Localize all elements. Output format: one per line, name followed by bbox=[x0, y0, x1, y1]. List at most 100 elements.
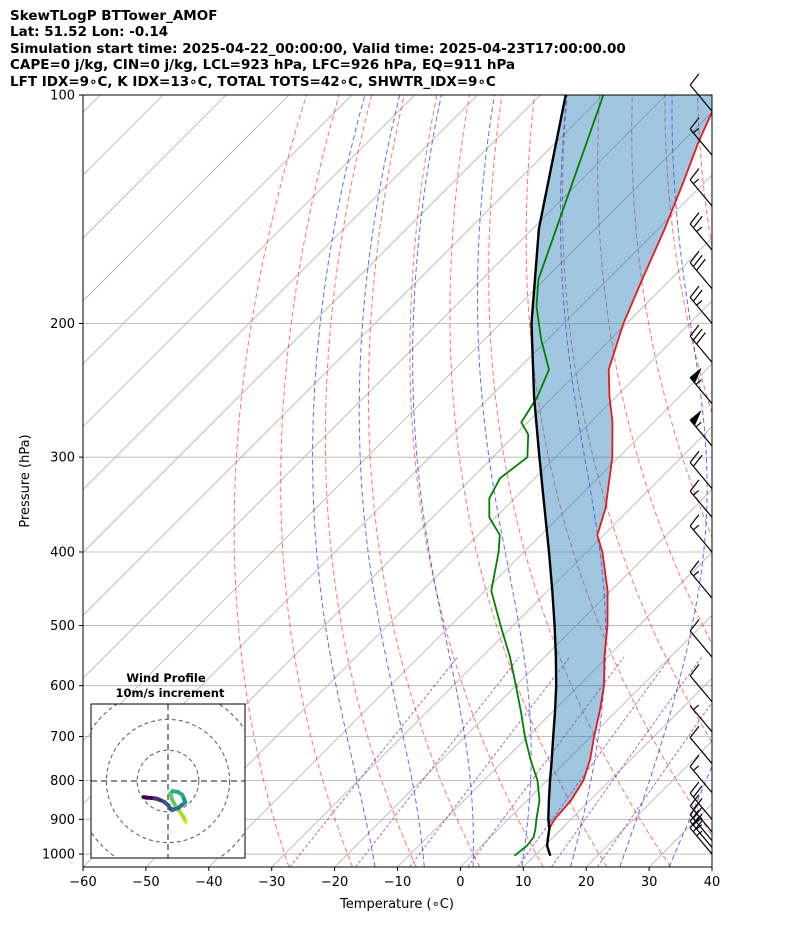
wind-barb-staff bbox=[689, 297, 713, 324]
wind-barb-full bbox=[689, 794, 700, 807]
dewpoint-line bbox=[488, 95, 605, 857]
wind-barb-staff bbox=[689, 571, 713, 599]
isotherm-line bbox=[83, 95, 478, 491]
y-tick-label: 100 bbox=[50, 89, 75, 104]
wind-barb-full bbox=[689, 664, 700, 677]
y-tick-label: 400 bbox=[50, 546, 75, 561]
x-axis-label: Temperature (∘C) bbox=[339, 897, 454, 912]
wind-barb-full bbox=[689, 117, 700, 130]
moist-adiabat bbox=[477, 95, 532, 867]
wind-barb bbox=[689, 117, 713, 156]
wind-barb-flag bbox=[689, 410, 702, 427]
wind-barb-staff bbox=[689, 84, 713, 112]
isotherm-line bbox=[83, 95, 541, 554]
wind-barb-full bbox=[689, 285, 700, 298]
wind-barb bbox=[689, 251, 713, 290]
wind-barb-half bbox=[692, 570, 700, 577]
wind-barb-full bbox=[689, 560, 700, 573]
wind-barb-full bbox=[689, 73, 700, 86]
wind-barb-full bbox=[692, 328, 703, 341]
wind-barb-flag bbox=[689, 368, 702, 384]
wind-barb-staff bbox=[689, 128, 713, 156]
wind-barb-full bbox=[689, 324, 700, 337]
moist-adiabat bbox=[619, 95, 708, 867]
isotherm-line bbox=[523, 677, 712, 867]
wind-barb bbox=[689, 619, 713, 658]
wind-barb-full bbox=[689, 619, 700, 632]
wind-barb bbox=[689, 560, 713, 599]
wind-barb-staff bbox=[689, 814, 713, 841]
dry-adiabat bbox=[561, 95, 712, 744]
wind-barb-half bbox=[696, 830, 703, 837]
y-tick-label: 900 bbox=[50, 813, 75, 828]
mixing-ratio-line bbox=[596, 701, 712, 867]
wind-barb-full bbox=[692, 785, 703, 798]
wind-barb-staff bbox=[689, 262, 713, 290]
wind-barb-half bbox=[695, 421, 702, 428]
hodograph-title: Wind Profile bbox=[126, 671, 206, 685]
wind-barb bbox=[689, 324, 713, 363]
wind-barb bbox=[689, 704, 713, 733]
wind-barb bbox=[689, 450, 713, 489]
isotherm-line bbox=[83, 95, 227, 239]
wind-barb-staff bbox=[689, 792, 713, 820]
x-tick-label: 40 bbox=[704, 875, 721, 890]
wind-barb-staff bbox=[689, 335, 713, 363]
wind-barb-staff bbox=[689, 805, 713, 833]
wind-barb bbox=[689, 168, 713, 207]
dry-adiabat bbox=[324, 95, 417, 867]
wind-barb-full bbox=[692, 454, 703, 467]
wind-barb-full bbox=[692, 289, 703, 302]
y-tick-label: 300 bbox=[50, 451, 75, 466]
wind-barb bbox=[689, 285, 713, 324]
wind-barb-staff bbox=[689, 525, 713, 553]
axes: −60 −50 −40 −30 −20 −10 0 10 20 30 40 1000 900 800 700… bbox=[42, 89, 720, 891]
parcel-line bbox=[530, 95, 567, 857]
wind-barb-full bbox=[689, 754, 700, 767]
y-tick-label: 600 bbox=[50, 679, 75, 694]
isotherm-line bbox=[271, 426, 712, 867]
header-line-cape: CAPE=0 j/kg, CIN=0 j/kg, LCL=923 hPa, LF… bbox=[10, 57, 516, 74]
wind-barb-full bbox=[689, 212, 700, 225]
wind-barb-full bbox=[689, 168, 700, 181]
wind-barb-staff bbox=[689, 630, 713, 658]
wind-barb bbox=[689, 410, 713, 447]
isotherm-line bbox=[460, 614, 712, 867]
wind-barb-full bbox=[689, 251, 700, 264]
wind-barb-full bbox=[692, 216, 703, 229]
x-tick-label: 30 bbox=[641, 875, 658, 890]
chart-header: SkewTLogP BTTower_AMOF Lat: 51.52 Lon: -… bbox=[10, 8, 790, 90]
y-tick-label: 700 bbox=[50, 730, 75, 745]
isotherm-line bbox=[334, 489, 712, 867]
grid-lines bbox=[83, 95, 712, 867]
isotherm-line bbox=[83, 95, 290, 302]
moist-adiabat bbox=[358, 95, 425, 867]
x-tick-label: −10 bbox=[384, 875, 411, 890]
wind-barb-half bbox=[692, 490, 700, 496]
wind-barb bbox=[689, 781, 713, 820]
moist-adiabat bbox=[312, 95, 376, 867]
wind-barb-full bbox=[692, 798, 703, 811]
wind-barb-full bbox=[692, 820, 703, 833]
cape-cin-fill bbox=[531, 95, 712, 851]
wind-barb-staff bbox=[689, 827, 713, 855]
mixing-ratio-line bbox=[289, 656, 459, 867]
hodograph-subtitle: 10m/s increment bbox=[116, 686, 225, 700]
hodograph-trace-segment bbox=[141, 795, 149, 800]
dry-adiabat bbox=[367, 95, 481, 867]
wind-barb-staff bbox=[689, 179, 713, 207]
wind-barb-half bbox=[696, 300, 703, 306]
wind-barb-staff bbox=[689, 705, 713, 733]
wind-barb-full bbox=[689, 514, 700, 527]
wind-barbs bbox=[689, 73, 713, 855]
x-tick-label: −30 bbox=[258, 875, 285, 890]
isotherm-line bbox=[83, 95, 353, 365]
wind-barb-half bbox=[692, 765, 700, 771]
wind-barb-full bbox=[692, 813, 703, 826]
isotherm-line bbox=[83, 111, 712, 742]
wind-barb-staff bbox=[689, 820, 713, 848]
dry-adiabat bbox=[449, 95, 608, 867]
header-line-title: SkewTLogP BTTower_AMOF bbox=[10, 8, 218, 24]
wind-barb-half bbox=[692, 704, 700, 710]
isotherm-line bbox=[208, 363, 712, 867]
